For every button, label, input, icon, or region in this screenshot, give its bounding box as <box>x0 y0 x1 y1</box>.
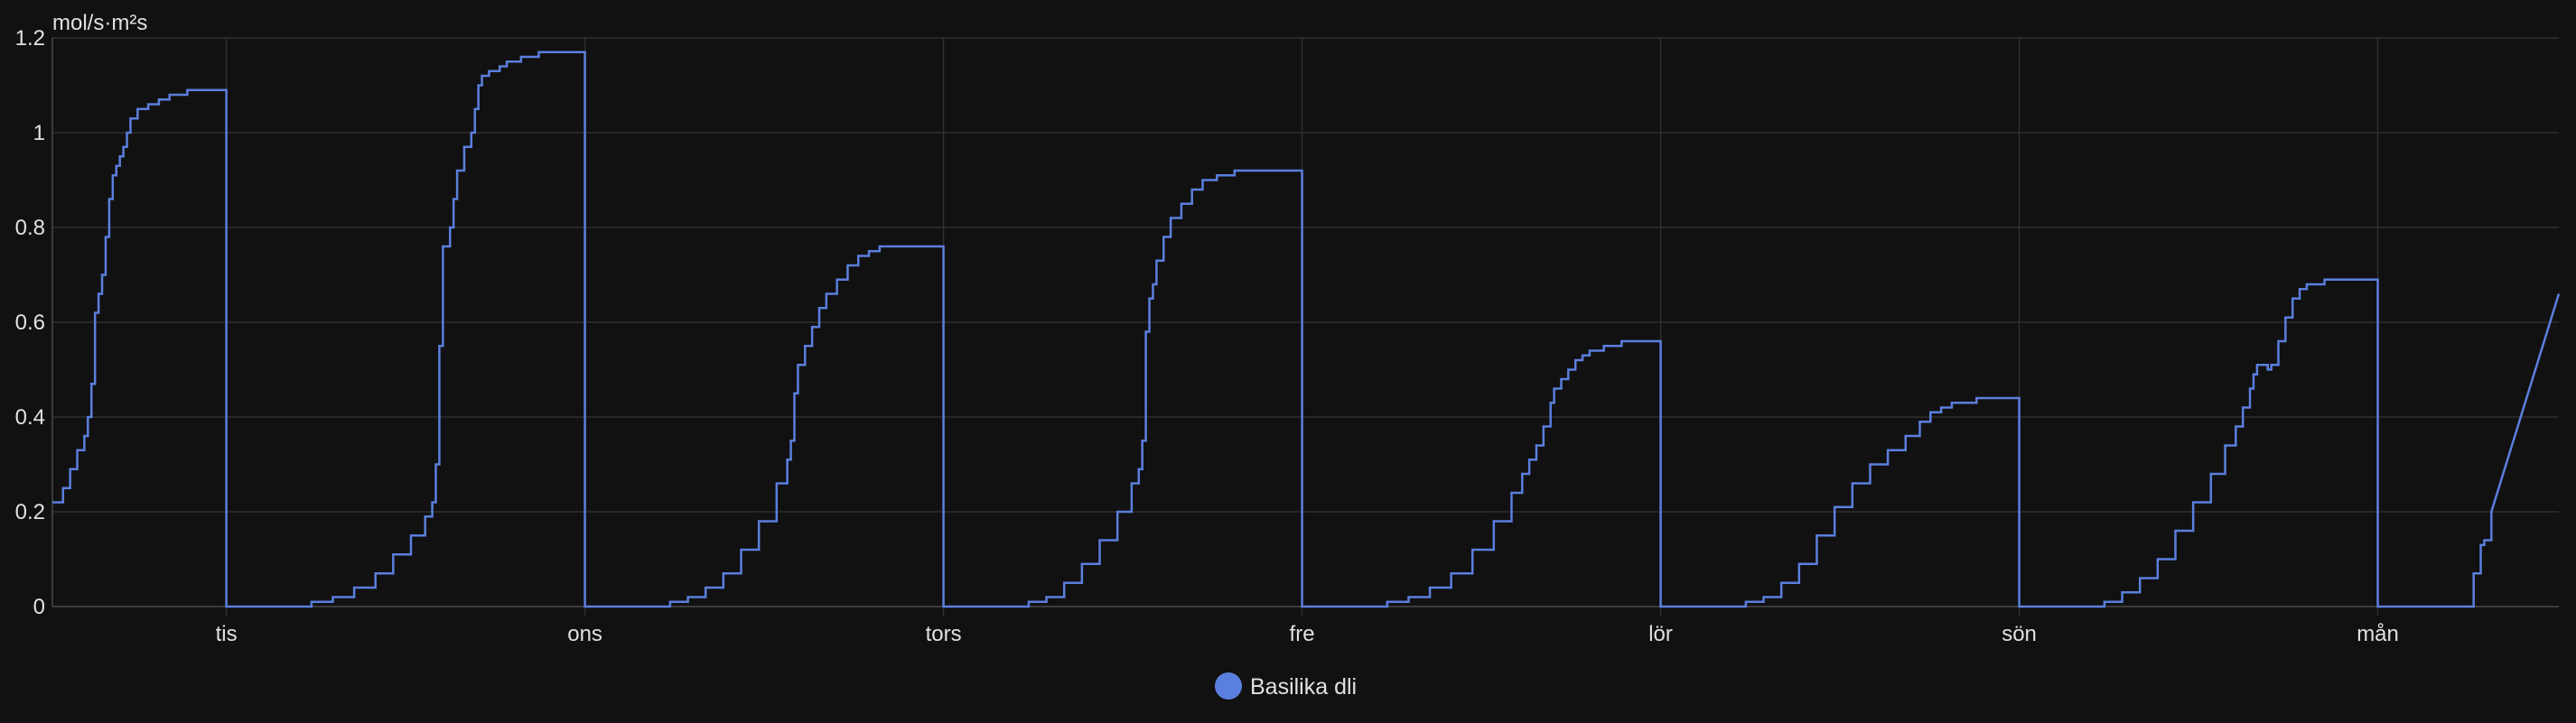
x-tick-label: fre <box>1290 622 1315 646</box>
x-tick-label: mån <box>2357 622 2399 646</box>
y-tick-label: 1 <box>33 121 45 145</box>
y-tick-label: 0 <box>33 595 45 619</box>
series-line-basilika-dli <box>52 51 2561 608</box>
series-group <box>52 51 2561 608</box>
y-tick-label: 0.4 <box>15 405 45 430</box>
grid <box>52 37 2559 616</box>
y-axis-unit-label: mol/s·m²s <box>52 11 147 35</box>
x-tick-label: tis <box>216 622 238 646</box>
x-tick-label: sön <box>2002 622 2037 646</box>
x-tick-labels: tis ons tors fre lör sön mån <box>216 622 2399 646</box>
y-tick-label: 1.2 <box>15 26 45 51</box>
legend-swatch-basilika-dli[interactable] <box>1215 672 1242 700</box>
y-tick-label: 0.2 <box>15 500 45 524</box>
x-tick-label: ons <box>567 622 602 646</box>
x-tick-label: lör <box>1648 622 1673 646</box>
y-tick-label: 0.6 <box>15 311 45 335</box>
y-tick-labels: 0 0.2 0.4 0.6 0.8 1 1.2 <box>15 26 45 619</box>
legend[interactable]: Basilika dli <box>1215 672 1357 700</box>
y-tick-label: 0.8 <box>15 216 45 240</box>
legend-label-basilika-dli[interactable]: Basilika dli <box>1250 674 1357 700</box>
x-tick-label: tors <box>926 622 962 646</box>
